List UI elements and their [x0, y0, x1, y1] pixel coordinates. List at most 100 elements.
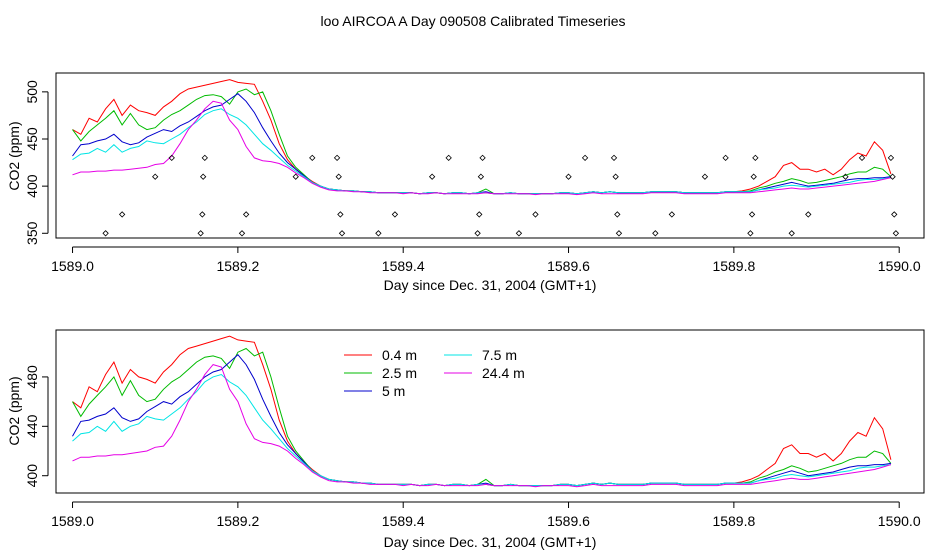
y-tick-label: 480	[24, 365, 40, 389]
y-axis-label-bottom: CO2 (ppm)	[6, 376, 22, 445]
figure-title: loo AIRCOA A Day 090508 Calibrated Times…	[320, 13, 625, 29]
y-axis-top: 350 400 450 500	[24, 80, 49, 245]
legend: 0.4 m 2.5 m 5 m 7.5 m 24.4 m	[344, 347, 525, 399]
legend-item-2.5m: 2.5 m	[344, 365, 417, 381]
legend-item-24.4m: 24.4 m	[444, 365, 525, 381]
legend-item-0.4m: 0.4 m	[344, 347, 417, 363]
marker-point	[889, 173, 896, 180]
marker-point	[118, 211, 126, 218]
marker-layer-top	[102, 154, 900, 237]
x-axis-top: 1589.0 1589.2 1589.4 1589.6 1589.8 1590.0	[51, 246, 921, 274]
marker-point	[338, 230, 346, 237]
marker-point	[102, 230, 109, 237]
marker-point	[887, 154, 895, 162]
marker-point	[747, 230, 754, 237]
marker-point	[615, 230, 623, 237]
series-line-24.4m-top	[72, 100, 892, 196]
series-line-24.4m-bottom	[72, 364, 892, 488]
marker-point	[445, 154, 452, 162]
marker-point	[701, 173, 709, 180]
series-line-7.5m-bottom	[72, 373, 891, 487]
x-tick-label: 1590.0	[878, 513, 921, 529]
plot-frame-bottom	[55, 329, 925, 494]
series-layer-top	[72, 79, 892, 196]
marker-point	[515, 230, 523, 237]
marker-point	[474, 230, 481, 237]
marker-point	[201, 154, 208, 162]
x-tick-label: 1589.6	[547, 258, 590, 274]
marker-point	[199, 211, 206, 218]
legend-item-7.5m: 7.5 m	[444, 347, 517, 363]
marker-point	[391, 211, 399, 218]
series-layer-bottom	[72, 335, 892, 488]
marker-point	[668, 211, 676, 218]
x-tick-label: 1589.6	[547, 513, 590, 529]
panel-bottom: 1589.0 1589.2 1589.4 1589.6 1589.8 1590.0 400…	[6, 329, 925, 550]
x-tick-label: 1589.4	[382, 258, 425, 274]
marker-point	[788, 230, 795, 237]
marker-point	[858, 154, 866, 162]
marker-point	[375, 230, 382, 237]
x-tick-label: 1589.2	[216, 258, 259, 274]
marker-point	[476, 211, 483, 218]
marker-point	[612, 173, 619, 180]
legend-label-5m: 5 m	[382, 383, 405, 399]
marker-point	[722, 154, 729, 162]
marker-point	[565, 173, 572, 180]
legend-item-5m: 5 m	[344, 383, 405, 399]
marker-point	[428, 173, 436, 180]
marker-point	[479, 154, 486, 162]
marker-point	[152, 173, 159, 180]
marker-point	[309, 154, 316, 162]
y-axis-bottom: 400 440 480	[24, 365, 49, 488]
x-tick-label: 1589.0	[51, 258, 94, 274]
marker-point	[333, 154, 341, 162]
y-tick-label: 350	[24, 221, 40, 245]
marker-point	[842, 173, 849, 180]
legend-label-2.5m: 2.5 m	[382, 365, 417, 381]
y-tick-label: 450	[24, 127, 40, 151]
y-tick-label: 400	[24, 174, 40, 198]
marker-point	[610, 154, 618, 162]
marker-point	[891, 211, 898, 218]
series-line-2.5m-bottom	[72, 347, 892, 487]
marker-point	[197, 230, 204, 237]
series-line-2.5m-top	[72, 88, 892, 195]
x-axis-bottom: 1589.0 1589.2 1589.4 1589.6 1589.8 1590.0	[51, 501, 921, 529]
x-tick-label: 1589.0	[51, 513, 94, 529]
panel-top: 1589.0 1589.2 1589.4 1589.6 1589.8 1590.0 350…	[6, 72, 925, 293]
marker-point	[892, 230, 900, 237]
x-axis-label-top: Day since Dec. 31, 2004 (GMT+1)	[384, 277, 597, 293]
marker-point	[532, 211, 539, 218]
y-tick-label: 500	[24, 80, 40, 104]
marker-point	[168, 154, 175, 162]
legend-label-7.5m: 7.5 m	[482, 347, 517, 363]
x-tick-label: 1589.2	[216, 513, 259, 529]
marker-point	[292, 173, 299, 180]
x-tick-label: 1589.8	[712, 513, 755, 529]
series-line-0.4m-top	[72, 79, 892, 195]
marker-point	[748, 211, 756, 218]
marker-point	[337, 211, 344, 218]
marker-point	[581, 154, 589, 162]
x-axis-label-bottom: Day since Dec. 31, 2004 (GMT+1)	[384, 534, 597, 550]
x-tick-label: 1590.0	[878, 258, 921, 274]
y-axis-label-top: CO2 (ppm)	[6, 121, 22, 190]
marker-point	[805, 211, 812, 218]
marker-point	[752, 154, 759, 162]
marker-point	[614, 211, 621, 218]
marker-point	[242, 211, 250, 218]
marker-point	[335, 173, 342, 180]
y-tick-label: 440	[24, 414, 40, 438]
x-tick-label: 1589.4	[382, 513, 425, 529]
marker-point	[750, 173, 757, 180]
marker-point	[238, 230, 246, 237]
marker-point	[199, 173, 207, 180]
legend-label-0.4m: 0.4 m	[382, 347, 417, 363]
plot-frame-top	[55, 72, 925, 239]
marker-point	[652, 230, 659, 237]
y-tick-label: 400	[24, 464, 40, 488]
x-tick-label: 1589.8	[712, 258, 755, 274]
marker-point	[477, 173, 485, 180]
